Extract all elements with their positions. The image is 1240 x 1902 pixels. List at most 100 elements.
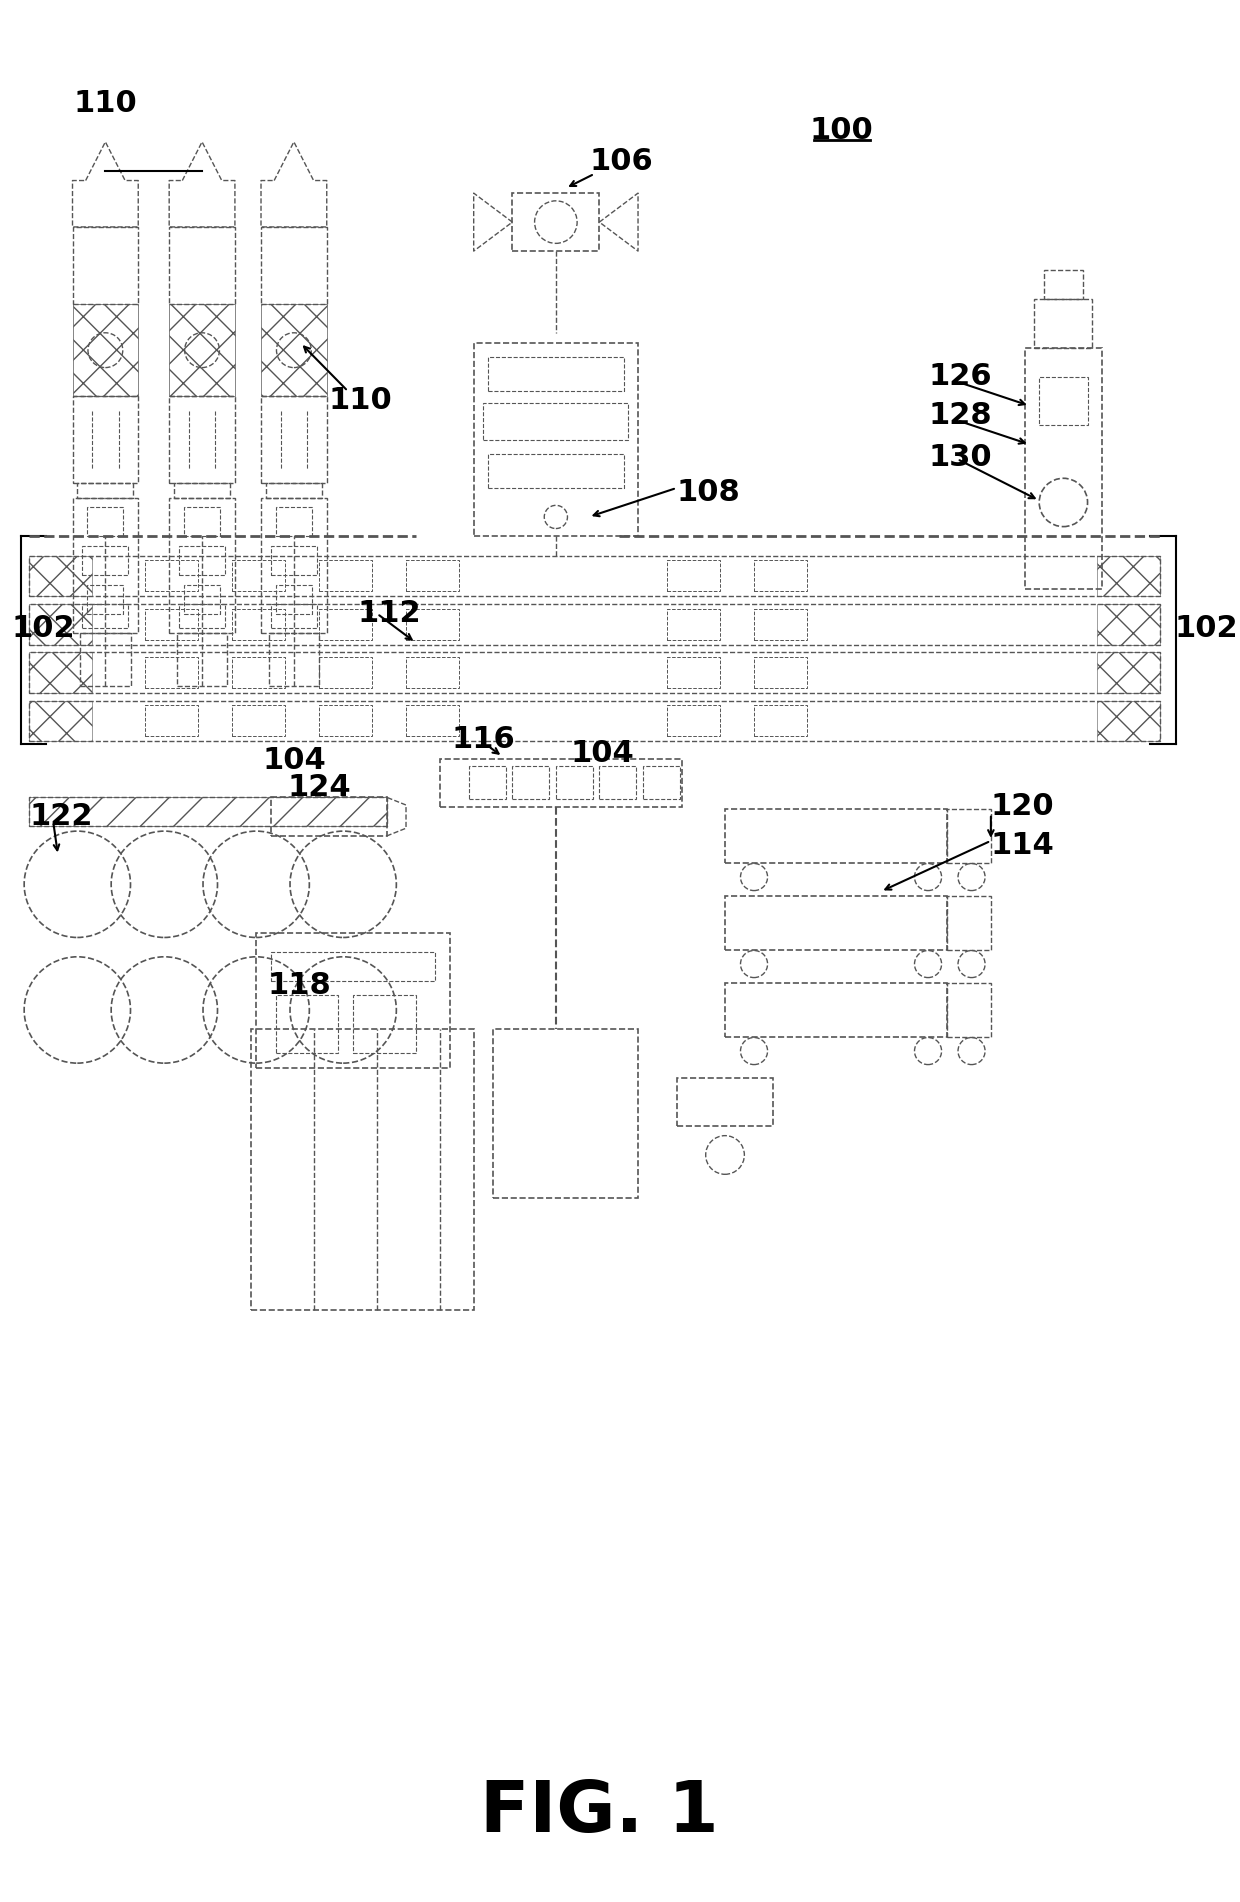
Bar bbox=[145, 561, 198, 592]
Bar bbox=[270, 797, 387, 837]
Bar bbox=[177, 633, 227, 687]
Text: 130: 130 bbox=[928, 443, 992, 472]
Text: 114: 114 bbox=[991, 831, 1055, 860]
Bar bbox=[405, 656, 459, 689]
Bar bbox=[754, 561, 807, 592]
Bar bbox=[72, 396, 138, 483]
Bar bbox=[83, 546, 128, 574]
Bar bbox=[667, 609, 720, 639]
Bar bbox=[169, 304, 234, 396]
Text: 128: 128 bbox=[928, 401, 992, 430]
Text: 126: 126 bbox=[928, 361, 992, 392]
Bar bbox=[489, 455, 624, 489]
Bar bbox=[184, 508, 221, 536]
Bar bbox=[270, 953, 435, 981]
Bar bbox=[174, 483, 231, 498]
Bar bbox=[677, 1078, 774, 1126]
Bar bbox=[512, 194, 599, 251]
Bar bbox=[319, 706, 372, 736]
Bar bbox=[489, 358, 624, 392]
Bar bbox=[484, 403, 629, 439]
Bar bbox=[599, 767, 636, 799]
Bar bbox=[179, 546, 224, 574]
Bar bbox=[77, 483, 134, 498]
Bar bbox=[232, 706, 285, 736]
Bar bbox=[72, 226, 138, 304]
Bar bbox=[319, 656, 372, 689]
Bar bbox=[232, 656, 285, 689]
Bar bbox=[252, 1029, 474, 1310]
Text: FIG. 1: FIG. 1 bbox=[480, 1778, 719, 1847]
Bar bbox=[1097, 652, 1161, 692]
Bar bbox=[72, 498, 138, 633]
Bar bbox=[947, 896, 991, 949]
Bar bbox=[260, 498, 327, 633]
Text: 110: 110 bbox=[329, 386, 392, 415]
Bar bbox=[319, 561, 372, 592]
Bar bbox=[269, 633, 319, 687]
Text: 100: 100 bbox=[810, 116, 873, 145]
Text: 108: 108 bbox=[677, 477, 740, 508]
Bar bbox=[667, 656, 720, 689]
Bar bbox=[556, 767, 593, 799]
Bar bbox=[440, 759, 682, 806]
Bar bbox=[1097, 555, 1161, 595]
Text: 116: 116 bbox=[451, 725, 516, 753]
Text: 110: 110 bbox=[73, 89, 138, 118]
Bar bbox=[29, 605, 92, 645]
Bar bbox=[725, 810, 947, 862]
Bar bbox=[87, 508, 124, 536]
Bar bbox=[29, 555, 92, 595]
Bar bbox=[405, 609, 459, 639]
Bar bbox=[469, 767, 506, 799]
Bar bbox=[29, 605, 1161, 645]
Bar bbox=[169, 498, 234, 633]
Bar bbox=[260, 304, 327, 396]
Bar bbox=[260, 226, 327, 304]
Bar bbox=[265, 483, 322, 498]
Bar bbox=[275, 508, 312, 536]
Bar bbox=[642, 767, 680, 799]
Bar bbox=[29, 797, 387, 825]
Bar bbox=[667, 561, 720, 592]
Bar bbox=[29, 652, 92, 692]
Bar bbox=[494, 1029, 639, 1198]
Bar bbox=[179, 605, 224, 628]
Bar bbox=[145, 706, 198, 736]
Bar bbox=[1024, 348, 1102, 590]
Bar bbox=[81, 633, 130, 687]
Bar bbox=[754, 706, 807, 736]
Bar bbox=[353, 995, 415, 1054]
Text: 112: 112 bbox=[357, 599, 422, 628]
Bar bbox=[474, 342, 639, 536]
Bar bbox=[275, 995, 339, 1054]
Bar bbox=[260, 396, 327, 483]
Bar bbox=[87, 584, 124, 614]
Bar bbox=[1097, 700, 1161, 742]
Bar bbox=[29, 652, 1161, 692]
Text: 120: 120 bbox=[991, 793, 1054, 822]
Bar bbox=[272, 546, 316, 574]
Bar bbox=[275, 584, 312, 614]
Bar bbox=[169, 226, 234, 304]
Bar bbox=[1044, 270, 1083, 299]
Bar bbox=[405, 561, 459, 592]
Bar bbox=[1097, 605, 1161, 645]
Text: 104: 104 bbox=[263, 746, 326, 774]
Bar bbox=[232, 609, 285, 639]
Bar bbox=[72, 304, 138, 396]
Text: 124: 124 bbox=[288, 772, 351, 803]
Text: 102: 102 bbox=[1174, 614, 1239, 643]
Bar bbox=[145, 609, 198, 639]
Bar bbox=[725, 896, 947, 949]
Bar bbox=[29, 555, 1161, 595]
Text: 102: 102 bbox=[11, 614, 76, 643]
Bar bbox=[405, 706, 459, 736]
Bar bbox=[754, 656, 807, 689]
Text: 122: 122 bbox=[29, 803, 93, 831]
Bar bbox=[1034, 299, 1092, 348]
Bar bbox=[29, 700, 1161, 742]
Bar bbox=[83, 605, 128, 628]
Bar bbox=[754, 609, 807, 639]
Bar bbox=[1039, 377, 1087, 426]
